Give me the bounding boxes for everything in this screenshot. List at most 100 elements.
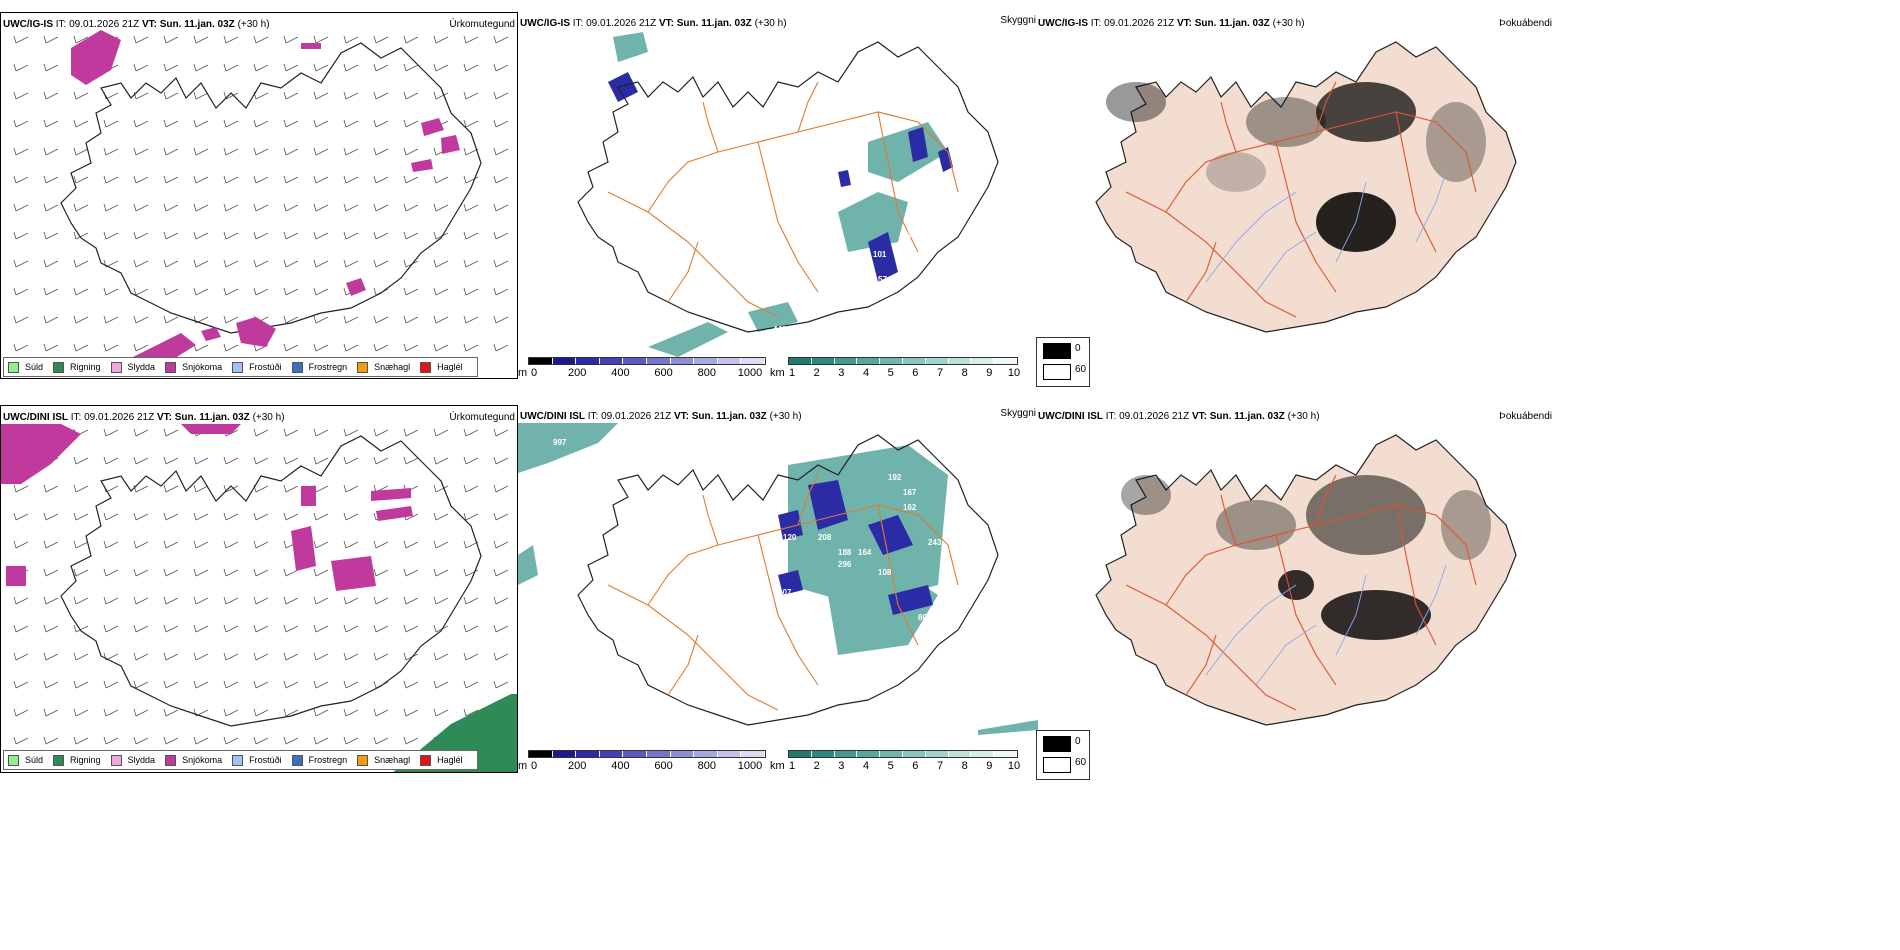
- wind-barb: [493, 428, 509, 437]
- legend-item: Súld: [8, 754, 43, 766]
- wind-barb: [373, 91, 389, 100]
- wind-barb: [373, 708, 389, 717]
- wind-barb: [373, 203, 389, 212]
- wind-barb: [133, 35, 149, 44]
- wind-barb: [493, 680, 509, 689]
- wind-barb: [193, 287, 209, 296]
- wind-barb: [163, 680, 179, 689]
- wind-barb: [223, 652, 239, 661]
- colorbar-swatch: [552, 751, 577, 757]
- colorbar-tick: 800: [697, 760, 716, 772]
- wind-barb: [313, 175, 329, 184]
- height-colorbar-row1: m 0 200 400 600 800 1000: [518, 357, 768, 385]
- fog-legend-row1: 0 60: [1036, 337, 1090, 387]
- river-line: [1415, 171, 1447, 243]
- wind-barb: [313, 287, 329, 296]
- wind-barb: [223, 119, 239, 128]
- wind-barb: [193, 456, 209, 465]
- wind-barb: [253, 680, 269, 689]
- colorbar-swatch: [902, 751, 926, 757]
- wind-barb: [193, 35, 209, 44]
- wind-barb: [283, 315, 299, 324]
- wind-barb: [403, 175, 419, 184]
- wind-barb: [433, 35, 449, 44]
- wind-barb: [403, 736, 419, 745]
- road-line: [607, 584, 779, 711]
- wind-barb: [163, 315, 179, 324]
- wind-barb: [73, 568, 89, 577]
- wind-barb: [73, 596, 89, 605]
- wind-barb: [103, 428, 119, 437]
- colorbar-swatch: [741, 358, 765, 364]
- colorbar-swatch: [994, 751, 1017, 757]
- visibility-panel-row2: UWC/DINI ISL IT: 09.01.2026 21Z VT: Sun.…: [518, 405, 1038, 775]
- wind-barb: [133, 259, 149, 268]
- wind-barb: [43, 203, 59, 212]
- wind-barb: [313, 63, 329, 72]
- wind-barb: [103, 147, 119, 156]
- fog-shading: [1121, 475, 1491, 640]
- legend-item: Súld: [8, 361, 43, 373]
- wind-barb: [133, 315, 149, 324]
- wind-barb: [373, 428, 389, 437]
- wind-barb: [223, 512, 239, 521]
- wind-barb: [43, 568, 59, 577]
- wind-barb: [493, 259, 509, 268]
- wind-barb: [73, 231, 89, 240]
- wind-barb: [343, 315, 359, 324]
- colorbar-tick: 200: [568, 367, 587, 379]
- wind-barb: [73, 624, 89, 633]
- wind-barb: [73, 652, 89, 661]
- panel-header: UWC/IG-IS IT: 09.01.2026 21Z VT: Sun. 11…: [3, 19, 270, 30]
- road-line: [1220, 101, 1237, 153]
- wind-barb: [163, 456, 179, 465]
- wind-barb: [253, 456, 269, 465]
- wind-barb: [103, 315, 119, 324]
- colorbar-tick: 0: [530, 367, 538, 379]
- wind-barb: [313, 343, 329, 352]
- wind-barb: [223, 175, 239, 184]
- colorbar-tick: 8: [961, 760, 968, 772]
- river-line: [1415, 564, 1447, 636]
- wind-barb: [343, 231, 359, 240]
- colorbar-swatch: [717, 751, 742, 757]
- wind-barb: [133, 596, 149, 605]
- colorbar-tick: 2: [813, 367, 820, 379]
- wind-barb: [13, 315, 29, 324]
- wind-barb: [13, 708, 29, 717]
- wind-barb: [343, 624, 359, 633]
- wind-barb: [133, 736, 149, 745]
- legend-item: Frostúði: [232, 361, 282, 373]
- wind-barb: [313, 512, 329, 521]
- wind-barb: [163, 259, 179, 268]
- iceland-land: [1095, 41, 1517, 333]
- wind-barb: [433, 512, 449, 521]
- colorbar-tick: 9: [986, 760, 993, 772]
- visibility-value-label: 107: [778, 588, 792, 597]
- road-line: [1125, 191, 1297, 318]
- wind-barb: [13, 512, 29, 521]
- wind-barb: [403, 708, 419, 717]
- colorbar-swatch: [599, 751, 624, 757]
- fog-areas: [613, 32, 948, 357]
- colorbar-swatch: [646, 358, 671, 364]
- wind-barb: [193, 147, 209, 156]
- wind-barb: [283, 624, 299, 633]
- colorbar-swatch: [529, 751, 553, 757]
- wind-barb: [313, 456, 329, 465]
- colorbar-swatch: [925, 751, 949, 757]
- wind-barb: [313, 596, 329, 605]
- wind-barb: [103, 175, 119, 184]
- road-line: [1275, 141, 1337, 293]
- wind-barb: [163, 624, 179, 633]
- wind-barb: [343, 91, 359, 100]
- panel-header: UWC/IG-IS IT: 09.01.2026 21Z VT: Sun. 11…: [1038, 18, 1305, 29]
- wind-barb: [493, 147, 509, 156]
- wind-barb: [223, 624, 239, 633]
- wind-barb: [253, 512, 269, 521]
- wind-barb: [163, 35, 179, 44]
- wind-barb: [463, 259, 479, 268]
- wind-barb: [253, 203, 269, 212]
- wind-barb: [463, 315, 479, 324]
